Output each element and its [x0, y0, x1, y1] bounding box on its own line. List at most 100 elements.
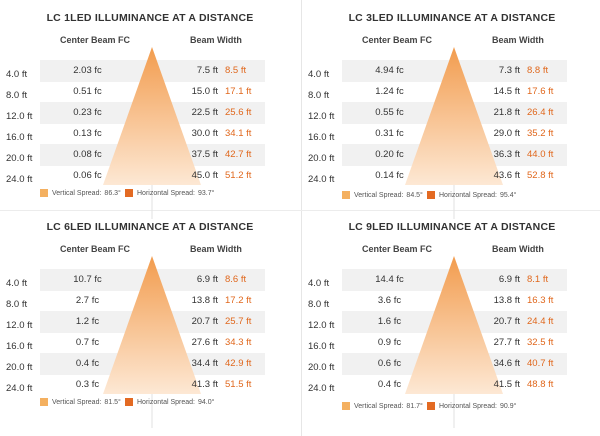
- beam-cone-shape: [405, 47, 503, 185]
- distance-label: 16.0 ft: [6, 341, 33, 352]
- vertical-divider: [301, 0, 302, 436]
- beam-width-vertical-value: 29.0 ft: [493, 128, 520, 139]
- distance-label: 12.0 ft: [6, 111, 33, 122]
- distance-label: 12.0 ft: [308, 111, 335, 122]
- center-beam-value: 0.08 fc: [73, 149, 102, 160]
- legend-vertical-spread: Vertical Spread: 81.5°: [40, 398, 121, 406]
- distance-label: 20.0 ft: [308, 153, 335, 164]
- center-beam-value: 0.20 fc: [375, 149, 404, 160]
- beam-width-horizontal-value: 8.8 ft: [527, 65, 549, 76]
- vertical-spread-value: 86.3°: [104, 189, 121, 197]
- beam-cone-shape: [405, 256, 503, 394]
- legend-vertical-spread: Vertical Spread: 81.7°: [342, 402, 423, 410]
- beam-width-horizontal-value: 17.2 ft: [225, 295, 252, 306]
- beam-width-horizontal-value: 42.7 ft: [225, 149, 252, 160]
- distance-label: 4.0 ft: [308, 278, 330, 289]
- beam-cone: [103, 256, 201, 428]
- center-beam-value: 0.4 fc: [75, 358, 100, 369]
- center-beam-value: 0.4 fc: [377, 379, 402, 390]
- center-beam-value: 0.55 fc: [375, 107, 404, 118]
- center-beam-value: 2.03 fc: [73, 65, 102, 76]
- beam-width-header: Beam Width: [190, 35, 242, 45]
- vertical-spread-swatch: [342, 191, 350, 199]
- vertical-spread-value: 81.7°: [406, 402, 423, 410]
- horizontal-spread-value: 95.4°: [499, 191, 517, 199]
- horizontal-spread-swatch: [427, 402, 435, 410]
- distance-label: 24.0 ft: [6, 174, 33, 185]
- beam-width-vertical-value: 14.5 ft: [493, 86, 520, 97]
- center-beam-header: Center Beam FC: [60, 244, 131, 254]
- horizontal-spread-swatch: [125, 189, 133, 197]
- beam-width-header: Beam Width: [190, 244, 242, 254]
- distance-label: 16.0 ft: [6, 132, 33, 143]
- beam-width-horizontal-value: 34.3 ft: [225, 337, 252, 348]
- beam-width-vertical-value: 7.5 ft: [196, 65, 218, 76]
- beam-width-horizontal-value: 25.6 ft: [225, 107, 252, 118]
- chart-title: LC 1LED ILLUMINANCE AT A DISTANCE: [46, 12, 254, 24]
- beam-width-header: Beam Width: [492, 244, 544, 254]
- center-beam-value: 0.3 fc: [75, 379, 100, 390]
- beam-width-horizontal-value: 8.6 ft: [225, 274, 247, 285]
- distance-label: 16.0 ft: [308, 132, 335, 143]
- center-beam-value: 2.7 fc: [75, 295, 100, 306]
- beam-width-horizontal-value: 8.5 ft: [225, 65, 247, 76]
- distance-label: 4.0 ft: [6, 69, 28, 80]
- center-beam-value: 1.6 fc: [377, 316, 402, 327]
- horizontal-spread-value: 93.7°: [197, 189, 215, 197]
- beam-width-vertical-value: 13.8 ft: [493, 295, 520, 306]
- horizontal-divider: [0, 210, 600, 211]
- chart-panel: LC 6LED ILLUMINANCE AT A DISTANCE Center …: [0, 213, 300, 428]
- beam-width-vertical-value: 34.4 ft: [191, 358, 218, 369]
- center-beam-value: 10.7 fc: [73, 274, 102, 285]
- distance-label: 12.0 ft: [6, 320, 33, 331]
- horizontal-spread-label: Horizontal Spread:: [439, 402, 497, 410]
- beam-width-horizontal-value: 42.9 ft: [225, 358, 252, 369]
- vertical-spread-value: 84.5°: [406, 191, 423, 199]
- beam-width-horizontal-value: 16.3 ft: [527, 295, 554, 306]
- beam-width-vertical-value: 6.9 ft: [498, 274, 520, 285]
- center-beam-value: 0.23 fc: [73, 107, 102, 118]
- vertical-spread-label: Vertical Spread:: [52, 398, 102, 406]
- beam-width-horizontal-value: 26.4 ft: [527, 107, 554, 118]
- beam-cone: [405, 47, 503, 219]
- beam-cone: [405, 256, 503, 428]
- distance-label: 12.0 ft: [308, 320, 335, 331]
- distance-label: 24.0 ft: [6, 383, 33, 394]
- center-beam-value: 3.6 fc: [377, 295, 402, 306]
- horizontal-spread-value: 90.9°: [499, 402, 517, 410]
- distance-label: 20.0 ft: [308, 362, 335, 373]
- beam-width-horizontal-value: 44.0 ft: [527, 149, 554, 160]
- legend-horizontal-spread: Horizontal Spread: 95.4°: [427, 191, 516, 199]
- center-beam-value: 0.31 fc: [375, 128, 404, 139]
- distance-label: 4.0 ft: [308, 69, 330, 80]
- beam-width-horizontal-value: 34.1 ft: [225, 128, 252, 139]
- center-beam-header: Center Beam FC: [362, 35, 433, 45]
- chart-title: LC 6LED ILLUMINANCE AT A DISTANCE: [46, 221, 254, 233]
- center-beam-value: 0.6 fc: [377, 358, 402, 369]
- beam-width-horizontal-value: 25.7 ft: [225, 316, 252, 327]
- distance-label: 8.0 ft: [6, 90, 28, 101]
- vertical-spread-label: Vertical Spread:: [354, 402, 404, 410]
- chart-title: LC 3LED ILLUMINANCE AT A DISTANCE: [348, 12, 556, 24]
- beam-width-vertical-value: 30.0 ft: [191, 128, 218, 139]
- horizontal-spread-label: Horizontal Spread:: [137, 189, 195, 197]
- legend-vertical-spread: Vertical Spread: 84.5°: [342, 191, 423, 199]
- chart-panel: LC 9LED ILLUMINANCE AT A DISTANCE Center …: [302, 213, 600, 428]
- beam-width-header: Beam Width: [492, 35, 544, 45]
- beam-width-horizontal-value: 17.6 ft: [527, 86, 554, 97]
- horizontal-spread-label: Horizontal Spread:: [439, 191, 497, 199]
- vertical-spread-label: Vertical Spread:: [52, 189, 102, 197]
- beam-width-vertical-value: 13.8 ft: [191, 295, 218, 306]
- beam-width-vertical-value: 27.6 ft: [191, 337, 218, 348]
- beam-width-horizontal-value: 32.5 ft: [527, 337, 554, 348]
- beam-width-horizontal-value: 52.8 ft: [527, 170, 554, 181]
- center-beam-value: 0.06 fc: [73, 170, 102, 181]
- center-beam-value: 0.9 fc: [377, 337, 402, 348]
- vertical-spread-swatch: [40, 398, 48, 406]
- chart-panel: LC 1LED ILLUMINANCE AT A DISTANCE Center …: [0, 4, 300, 219]
- vertical-spread-swatch: [342, 402, 350, 410]
- legend-horizontal-spread: Horizontal Spread: 94.0°: [125, 398, 214, 406]
- distance-label: 20.0 ft: [6, 153, 33, 164]
- beam-width-horizontal-value: 40.7 ft: [527, 358, 554, 369]
- beam-width-vertical-value: 41.3 ft: [191, 379, 218, 390]
